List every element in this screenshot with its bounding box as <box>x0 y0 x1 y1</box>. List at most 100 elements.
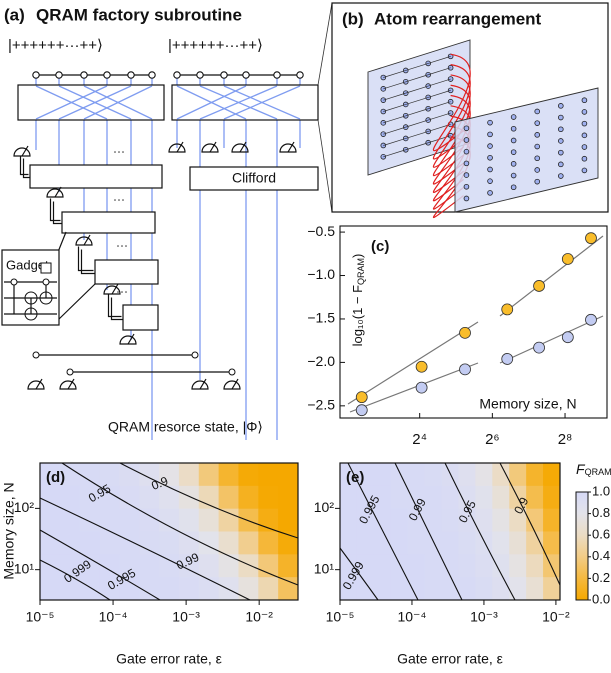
coupling-node <box>192 352 198 358</box>
x-tick-label: 10⁻² <box>542 609 570 625</box>
heatmap-cell <box>159 577 179 600</box>
measurement <box>202 144 218 152</box>
heatmap-cell <box>526 463 543 486</box>
heatmap-cell <box>159 532 179 555</box>
zoom-line <box>318 120 332 212</box>
heatmap-cell <box>179 577 199 600</box>
heatmap-cell <box>425 577 442 600</box>
heatmap-cell <box>442 486 459 509</box>
y-tick-label: 10² <box>314 499 335 515</box>
ellipsis-dot <box>121 245 123 247</box>
colorbar-tick-label: 0.8 <box>592 505 610 520</box>
heatmap-cell <box>492 577 509 600</box>
heatmap-cell <box>526 577 543 600</box>
atom <box>488 155 493 160</box>
y-tick-label: −1.5 <box>307 310 335 326</box>
colorbar-label-sub: QRAM <box>585 467 611 477</box>
ellipsis-dot <box>114 151 116 153</box>
ellipsis-dot <box>117 291 119 293</box>
atom <box>464 184 469 189</box>
heatmap-cell <box>139 554 159 577</box>
y-tick-label: −2.0 <box>307 353 335 369</box>
heatmap-cell <box>219 532 239 555</box>
atom <box>464 149 469 154</box>
data-point <box>416 382 427 393</box>
heatmap-cell <box>80 532 100 555</box>
heatmap-cell <box>374 554 391 577</box>
heatmap-cell <box>40 509 60 532</box>
atom <box>511 126 516 131</box>
heatmap-cell <box>458 463 475 486</box>
atom <box>582 168 587 173</box>
heatmap-cell <box>509 554 526 577</box>
atom <box>488 167 493 172</box>
qubit-node <box>33 72 39 78</box>
y-axis-label-sub: QRAM <box>356 258 366 285</box>
heatmap-cell <box>374 509 391 532</box>
data-point <box>585 233 596 244</box>
qubit-node <box>197 72 203 78</box>
gate-box <box>62 212 155 233</box>
atom <box>464 196 469 201</box>
heatmap-cell <box>278 486 298 509</box>
heatmap-cell <box>219 463 239 486</box>
heatmap-cell <box>40 554 60 577</box>
data-point <box>562 254 573 265</box>
atom <box>464 173 469 178</box>
heatmap-cell <box>475 463 492 486</box>
qubit-node <box>174 72 180 78</box>
colorbar-tick-label: 0.4 <box>592 548 610 563</box>
atom <box>582 110 587 115</box>
heatmap-cell <box>199 486 219 509</box>
heatmap-cell <box>278 554 298 577</box>
colorbar: 0.00.20.40.60.81.0 <box>576 483 610 606</box>
figure: (a) QRAM factory subroutine |++++++···++… <box>0 0 611 673</box>
ellipsis-dot <box>118 199 120 201</box>
input-state: |++++++···++⟩ <box>8 37 103 54</box>
classical-wire <box>79 247 94 271</box>
heatmap-cell <box>492 486 509 509</box>
atom <box>535 132 540 137</box>
heatmap-cell <box>475 554 492 577</box>
atom <box>511 185 516 190</box>
gate-box <box>95 260 158 284</box>
heatmap-cell <box>258 463 278 486</box>
qubit-node <box>243 72 249 78</box>
output-label: QRAM resorce state, |Φ⟩ <box>108 419 263 435</box>
heatmap-cell <box>219 509 239 532</box>
inset-link <box>58 284 95 320</box>
gate-box <box>30 165 162 188</box>
input-state: |++++++···++⟩ <box>168 37 263 54</box>
x-axis-label: Gate error rate, ε <box>116 651 222 667</box>
coupling-node <box>67 369 73 375</box>
data-point <box>356 392 367 403</box>
panel-title: Atom rearrangement <box>374 9 542 28</box>
ellipsis-dot <box>114 199 116 201</box>
panel-label: (b) <box>342 9 364 28</box>
heatmap-cell <box>199 577 219 600</box>
heatmap-cell <box>543 532 560 555</box>
heatmap-cell <box>509 463 526 486</box>
y-axis-label-part: ) <box>350 254 365 258</box>
atom <box>535 168 540 173</box>
x-tick-label: 2⁴ <box>412 431 427 448</box>
atom <box>488 179 493 184</box>
y-tick-label: −1.0 <box>307 266 335 282</box>
gadget-node <box>11 279 17 285</box>
atom <box>582 133 587 138</box>
gadget-node <box>43 279 49 285</box>
gate-box <box>123 305 158 330</box>
heatmap-cell <box>119 463 139 486</box>
heatmap-cell <box>258 577 278 600</box>
data-point <box>562 332 573 343</box>
heatmap-cell <box>408 532 425 555</box>
atom <box>535 179 540 184</box>
classical-wire <box>109 295 122 317</box>
data-point <box>534 280 545 291</box>
heatmap-cells <box>40 463 299 601</box>
measurement <box>120 336 136 344</box>
atom <box>535 121 540 126</box>
x-tick-label: 10⁻³ <box>470 609 498 625</box>
heatmap-cell <box>391 509 408 532</box>
atom <box>511 161 516 166</box>
